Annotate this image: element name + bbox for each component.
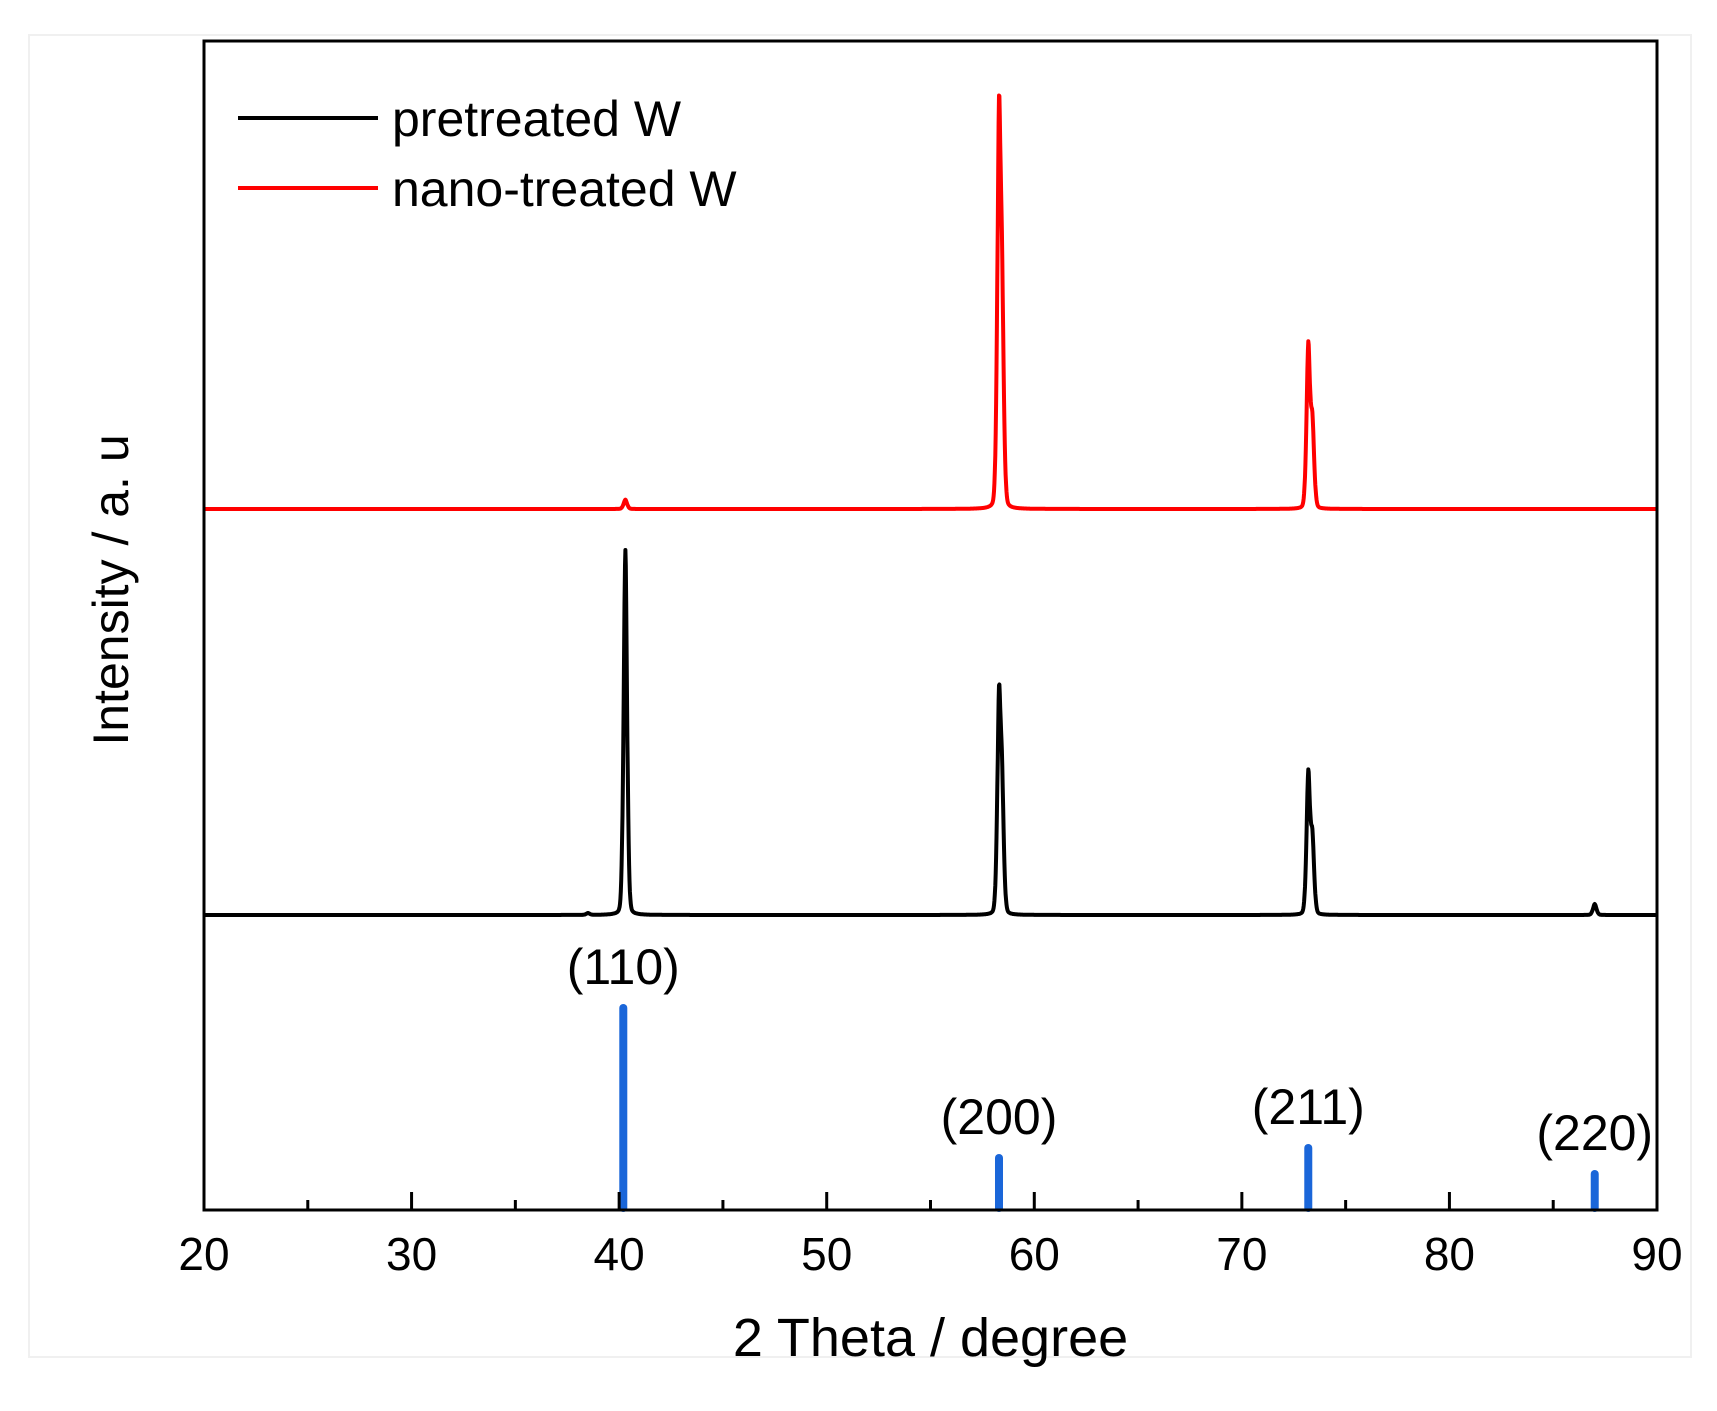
x-tick-label: 30 xyxy=(386,1228,437,1280)
reference-label: (200) xyxy=(941,1089,1058,1145)
figure-background xyxy=(30,36,1690,1356)
plot-frame xyxy=(202,39,1659,1212)
x-tick-label: 90 xyxy=(1631,1228,1682,1280)
series-line-pretreated xyxy=(202,548,1659,917)
x-tick-label: 70 xyxy=(1216,1228,1267,1280)
x-axis-label: 2 Theta / degree xyxy=(733,1308,1128,1368)
x-tick-label: 40 xyxy=(594,1228,645,1280)
legend-label-nano-treated: nano-treated W xyxy=(392,161,737,217)
x-tick-label: 60 xyxy=(1009,1228,1060,1280)
reference-layer: (110) (200) (211) (220) xyxy=(567,939,1653,1212)
y-axis-label: Intensity / a. u xyxy=(83,434,139,745)
series-line-nano-treated xyxy=(202,93,1659,511)
reference-label: (211) xyxy=(1252,1079,1365,1135)
axis-layer: 20 30 40 50 60 70 80 90 xyxy=(178,1192,1683,1280)
x-tick-label: 20 xyxy=(178,1228,229,1280)
legend: pretreated W nano-treated W xyxy=(238,91,737,217)
series-layer xyxy=(202,93,1659,917)
x-tick-label: 50 xyxy=(801,1228,852,1280)
reference-label: (220) xyxy=(1536,1105,1653,1161)
reference-label: (110) xyxy=(567,939,680,995)
legend-label-pretreated: pretreated W xyxy=(392,91,682,147)
x-tick-label: 80 xyxy=(1424,1228,1475,1280)
